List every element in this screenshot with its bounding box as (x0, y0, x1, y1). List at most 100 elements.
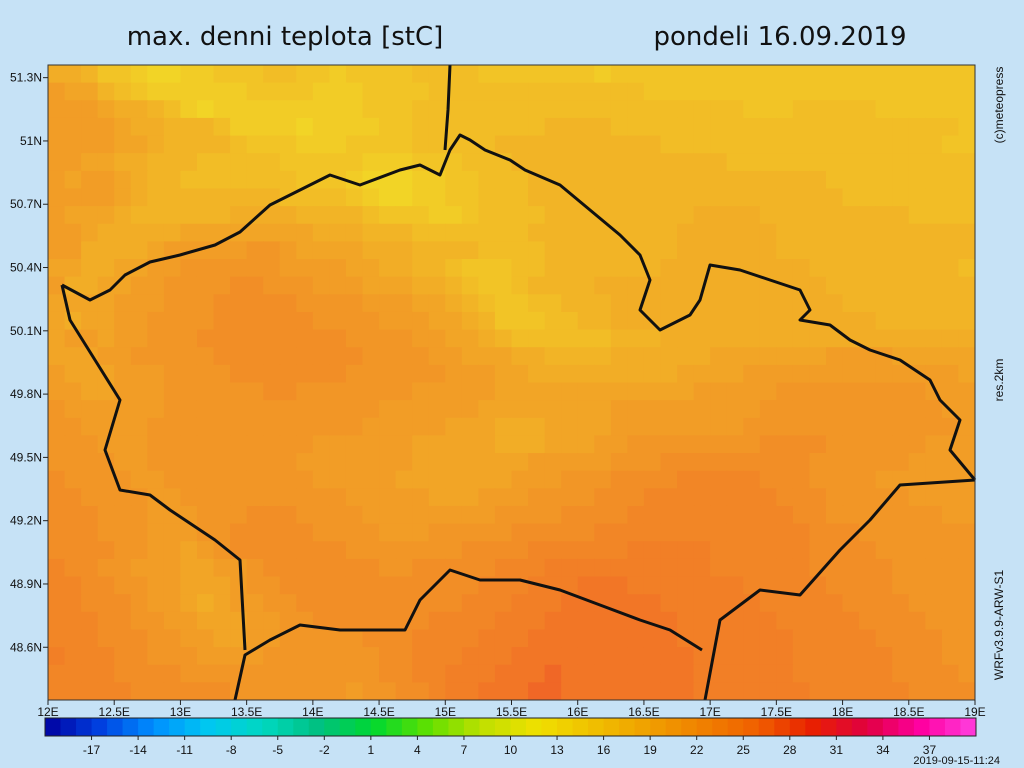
temperature-cell (64, 558, 82, 578)
temperature-cell (561, 170, 579, 189)
temperature-cell (478, 611, 496, 630)
temperature-cell (461, 276, 479, 295)
temperature-cell (412, 311, 430, 331)
temperature-cell (147, 117, 165, 137)
temperature-cell (577, 488, 595, 507)
temperature-cell (461, 435, 479, 454)
temperature-cell (826, 594, 844, 613)
temperature-cell (908, 135, 926, 154)
colorbar-label: -11 (176, 743, 193, 757)
colorbar-cell (603, 718, 620, 736)
temperature-cell (478, 276, 496, 295)
colorbar-label: -8 (226, 743, 237, 757)
temperature-cell (213, 400, 231, 419)
temperature-cell (213, 117, 231, 137)
temperature-cell (875, 470, 893, 489)
temperature-cell (958, 629, 976, 648)
temperature-cell (743, 294, 761, 313)
temperature-cell (379, 276, 397, 295)
temperature-cell (246, 276, 264, 295)
temperature-cell (428, 594, 446, 613)
temperature-cell (379, 488, 397, 507)
temperature-cell (809, 382, 827, 401)
temperature-cell (81, 400, 99, 419)
temperature-cell (743, 664, 761, 683)
temperature-cell (263, 117, 281, 137)
temperature-cell (296, 65, 314, 84)
temperature-cell (81, 435, 99, 454)
temperature-cell (710, 259, 728, 278)
temperature-cell (892, 576, 910, 595)
temperature-cell (263, 594, 281, 613)
temperature-cell (230, 541, 248, 560)
colorbar-cell (913, 718, 930, 736)
temperature-cell (925, 541, 943, 560)
temperature-cell (246, 594, 264, 613)
temperature-cell (759, 135, 777, 154)
temperature-cell (412, 117, 430, 137)
temperature-cell (296, 364, 314, 383)
temperature-cell (130, 100, 148, 119)
temperature-cell (246, 488, 264, 507)
temperature-cell (743, 170, 761, 189)
temperature-cell (859, 594, 877, 613)
temperature-cell (428, 523, 446, 542)
colorbar-cell (479, 718, 496, 736)
temperature-cell (842, 311, 860, 331)
temperature-cell (859, 276, 877, 295)
temperature-cell (875, 576, 893, 595)
temperature-cell (826, 364, 844, 383)
temperature-cell (528, 488, 546, 507)
temperature-cell (412, 241, 430, 260)
temperature-cell (544, 611, 562, 630)
temperature-cell (428, 576, 446, 595)
temperature-cell (412, 135, 430, 154)
temperature-cell (246, 576, 264, 595)
temperature-cell (494, 329, 512, 348)
temperature-cell (511, 488, 529, 507)
temperature-cell (842, 347, 860, 366)
temperature-cell (643, 400, 661, 419)
temperature-cell (610, 453, 628, 472)
temperature-cell (826, 170, 844, 189)
temperature-cell (908, 470, 926, 489)
temperature-cell (710, 223, 728, 242)
temperature-cell (329, 647, 347, 666)
temperature-cell (958, 294, 976, 313)
temperature-cell (892, 541, 910, 560)
temperature-cell (809, 488, 827, 507)
temperature-cell (826, 188, 844, 207)
temperature-cell (379, 100, 397, 119)
temperature-cell (130, 664, 148, 683)
temperature-cell (147, 311, 165, 331)
temperature-cell (196, 153, 215, 172)
temperature-cell (329, 153, 347, 172)
temperature-cell (147, 188, 165, 207)
temperature-cell (395, 311, 413, 331)
temperature-cell (908, 629, 926, 648)
temperature-cell (213, 170, 231, 189)
temperature-cell (528, 682, 546, 701)
temperature-cell (230, 117, 248, 137)
temperature-cell (445, 347, 463, 366)
temperature-cell (958, 364, 976, 383)
temperature-cell (461, 135, 479, 154)
temperature-cell (544, 470, 562, 489)
temperature-cell (776, 206, 794, 225)
temperature-cell (114, 223, 132, 242)
temperature-cell (643, 576, 661, 595)
temperature-cell (246, 453, 264, 472)
temperature-cell (693, 206, 711, 225)
temperature-cell (875, 594, 893, 613)
temperature-cell (941, 117, 959, 137)
temperature-cell (97, 682, 115, 701)
temperature-cell (461, 170, 479, 189)
temperature-cell (643, 223, 661, 242)
temperature-cell (329, 629, 347, 648)
temperature-cell (64, 364, 82, 383)
temperature-cell (312, 505, 330, 525)
temperature-cell (130, 329, 148, 348)
temperature-cell (263, 135, 281, 154)
temperature-cell (296, 594, 314, 613)
temperature-cell (677, 188, 695, 207)
